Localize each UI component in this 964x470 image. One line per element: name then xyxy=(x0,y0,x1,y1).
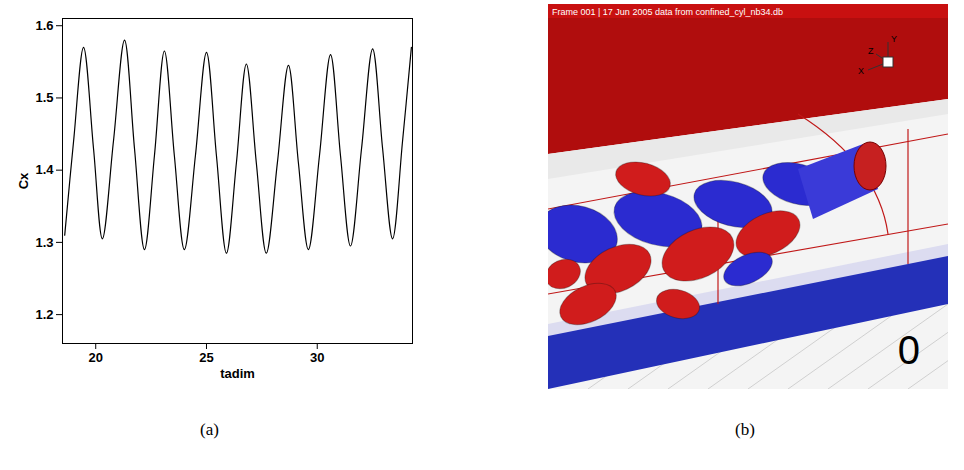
svg-text:1.3: 1.3 xyxy=(35,235,53,250)
svg-text:Z: Z xyxy=(868,46,874,56)
svg-text:Frame 001 | 17 Jun 2005 dat: Frame 001 | 17 Jun 2005 data from confin… xyxy=(552,7,783,17)
svg-text:Y: Y xyxy=(891,34,897,44)
svg-text:1.2: 1.2 xyxy=(35,307,53,322)
html-text:(b): (b) xyxy=(735,420,755,439)
svg-text:20: 20 xyxy=(88,350,102,365)
svg-text:1.5: 1.5 xyxy=(35,90,53,105)
svg-text:25: 25 xyxy=(199,350,213,365)
svg-text:30: 30 xyxy=(310,350,324,365)
svg-text:1.6: 1.6 xyxy=(35,18,53,33)
html-text:(a): (a) xyxy=(200,420,219,439)
svg-text:tadim: tadim xyxy=(220,366,255,381)
svg-text:1.4: 1.4 xyxy=(35,162,54,177)
svg-text:0: 0 xyxy=(898,328,920,372)
svg-text:X: X xyxy=(858,66,864,76)
svg-text:Cx: Cx xyxy=(16,172,31,189)
